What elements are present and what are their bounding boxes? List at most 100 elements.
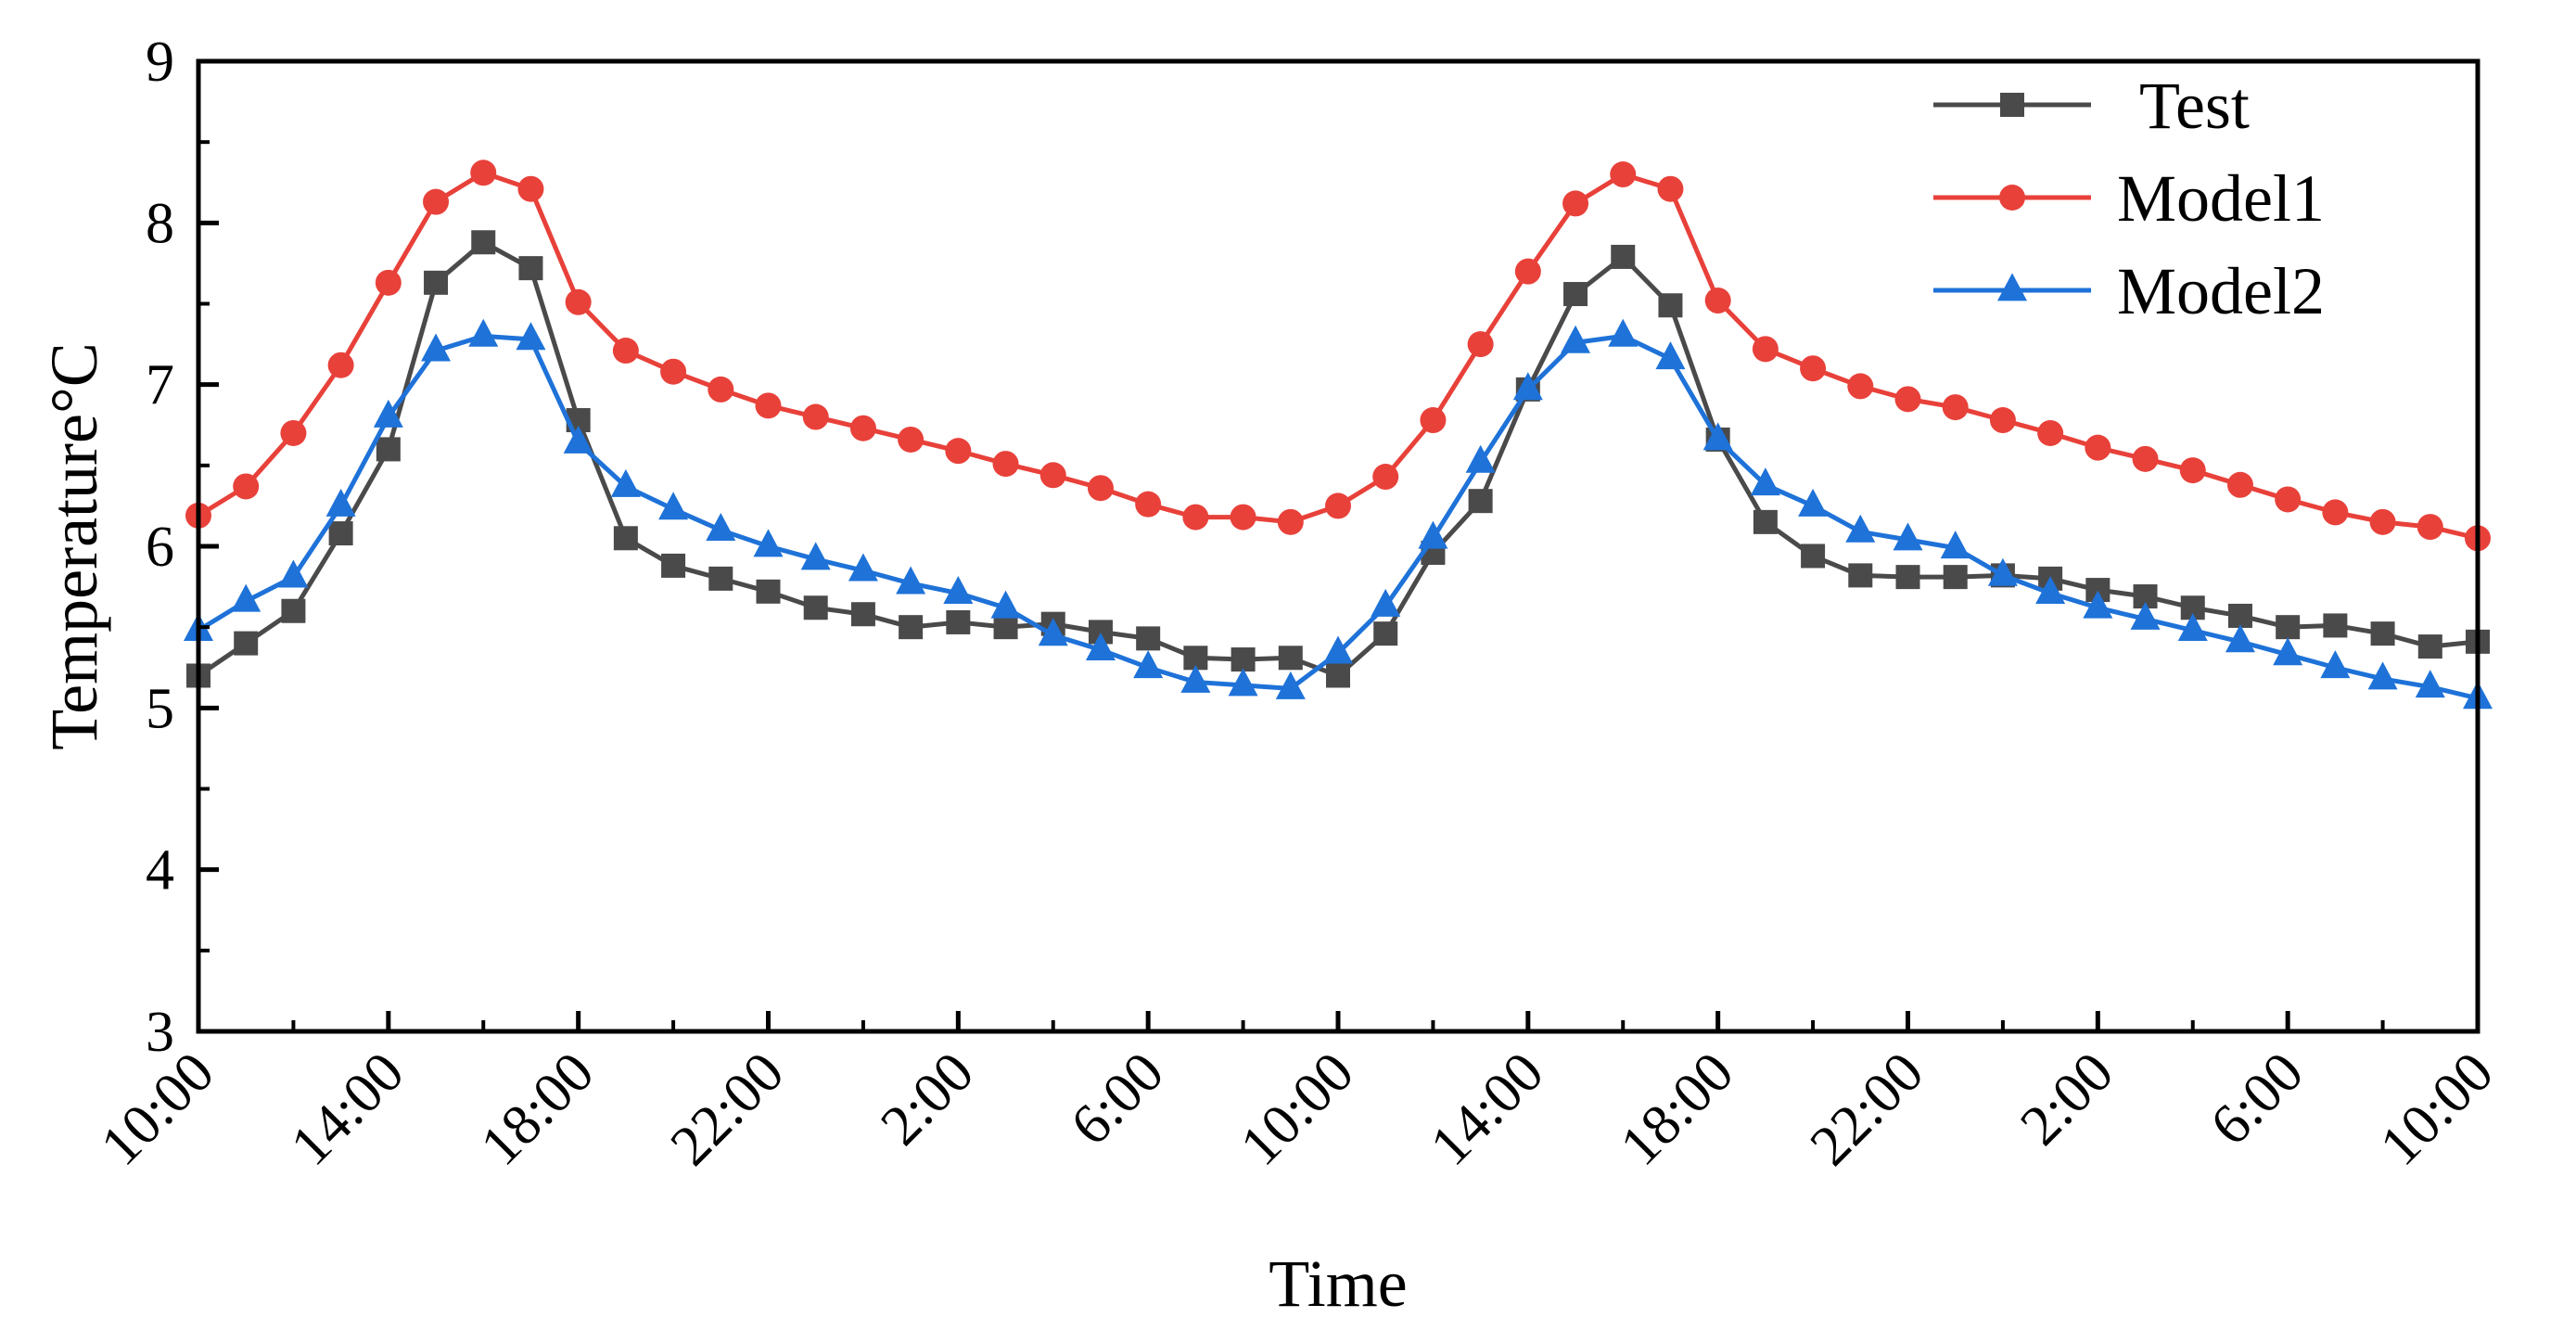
x-tick-label: 14:00 <box>1419 1041 1556 1178</box>
data-point <box>2085 434 2111 461</box>
data-point <box>706 512 736 541</box>
y-axis: 3 4 5 6 7 8 9 <box>146 31 219 1064</box>
y-axis-title: Temperature°C <box>37 342 111 750</box>
series-layer <box>184 160 2493 710</box>
y-tick-label: 9 <box>146 31 174 94</box>
data-point <box>1325 492 1351 519</box>
data-point <box>2367 661 2398 690</box>
data-point <box>708 376 734 403</box>
data-point <box>2035 575 2066 604</box>
data-point <box>2320 650 2351 679</box>
data-point <box>1514 258 1541 285</box>
data-point <box>1610 161 1637 188</box>
data-point <box>1750 467 1780 496</box>
data-point <box>613 526 638 551</box>
data-point <box>468 318 499 347</box>
data-point <box>2225 624 2255 653</box>
data-point <box>993 615 1018 640</box>
data-point <box>2037 419 2064 446</box>
data-point <box>423 188 450 215</box>
data-point <box>2130 601 2161 630</box>
data-point <box>708 566 733 591</box>
data-point <box>945 438 972 465</box>
x-tick-label: 18:00 <box>469 1041 606 1178</box>
x-tick-label: 18:00 <box>1609 1041 1746 1178</box>
data-point <box>278 559 309 588</box>
data-point <box>1847 373 1874 400</box>
data-point <box>802 403 829 430</box>
data-point <box>1800 355 1827 382</box>
data-point <box>328 521 353 546</box>
data-point <box>1182 504 1209 531</box>
data-point <box>1467 331 1494 358</box>
data-point <box>518 256 543 281</box>
data-point <box>1942 394 1969 421</box>
x-axis-title: Time <box>1269 1247 1407 1321</box>
data-point <box>1845 514 1876 543</box>
data-point <box>610 468 641 497</box>
data-point <box>946 609 971 634</box>
legend-marker <box>1999 185 2025 211</box>
data-point <box>1943 565 1968 590</box>
data-point <box>848 553 878 582</box>
data-point <box>1940 531 1970 559</box>
data-point <box>1752 336 1779 363</box>
x-tick-label: 10:00 <box>1229 1041 1366 1178</box>
data-point <box>850 602 875 627</box>
x-tick-label: 2:00 <box>869 1041 986 1158</box>
legend: Test Model1 Model2 <box>1933 69 2325 328</box>
y-tick-label: 4 <box>146 839 174 902</box>
data-point <box>1655 341 1686 370</box>
data-point <box>424 270 449 295</box>
data-point <box>2273 637 2303 666</box>
legend-label: Test <box>2139 69 2250 143</box>
data-point <box>471 230 496 255</box>
data-point <box>612 338 639 365</box>
data-point <box>2417 634 2442 659</box>
x-axis: 10:00 14:00 18:00 22:00 2:00 6:00 10:00 14:00 18… <box>89 1011 2506 1178</box>
data-point <box>1230 504 1256 531</box>
data-point <box>2227 603 2252 628</box>
data-point <box>2370 621 2395 646</box>
data-point <box>327 352 354 378</box>
data-point <box>1373 621 1398 646</box>
data-point <box>1895 565 1920 590</box>
data-point <box>325 488 356 517</box>
data-point <box>376 437 401 462</box>
data-point <box>896 566 926 595</box>
data-point <box>375 269 402 296</box>
data-point <box>2417 514 2443 541</box>
data-point <box>800 542 831 570</box>
x-tick-label: 2:00 <box>2009 1041 2125 1158</box>
data-point <box>992 451 1019 478</box>
x-tick-label: 14:00 <box>279 1041 416 1178</box>
data-point <box>1657 175 1684 202</box>
legend-item-test: Test <box>1933 69 2250 143</box>
data-point <box>898 426 925 453</box>
data-point <box>990 590 1021 619</box>
data-point <box>1658 293 1683 318</box>
data-point <box>753 529 784 557</box>
data-point <box>1085 632 1116 660</box>
x-tick-label: 10:00 <box>2368 1041 2506 1178</box>
data-point <box>1326 663 1350 688</box>
data-point <box>1753 509 1778 534</box>
data-point <box>1848 563 1873 588</box>
data-point <box>517 175 544 202</box>
data-point <box>1512 372 1543 401</box>
y-tick-label: 6 <box>146 516 174 579</box>
data-point <box>1371 588 1401 617</box>
data-point <box>661 553 686 578</box>
data-point <box>1468 489 1493 514</box>
data-point <box>516 322 546 351</box>
data-point <box>2177 613 2208 642</box>
data-point <box>2276 615 2301 640</box>
x-tick-label: 6:00 <box>1059 1041 1176 1158</box>
data-point <box>1275 671 1306 699</box>
legend-item-model2: Model2 <box>1933 254 2325 328</box>
data-point <box>234 631 259 656</box>
data-point <box>1893 522 1923 551</box>
data-point <box>660 358 687 385</box>
data-point <box>2083 590 2113 619</box>
y-tick-label: 7 <box>146 354 174 417</box>
